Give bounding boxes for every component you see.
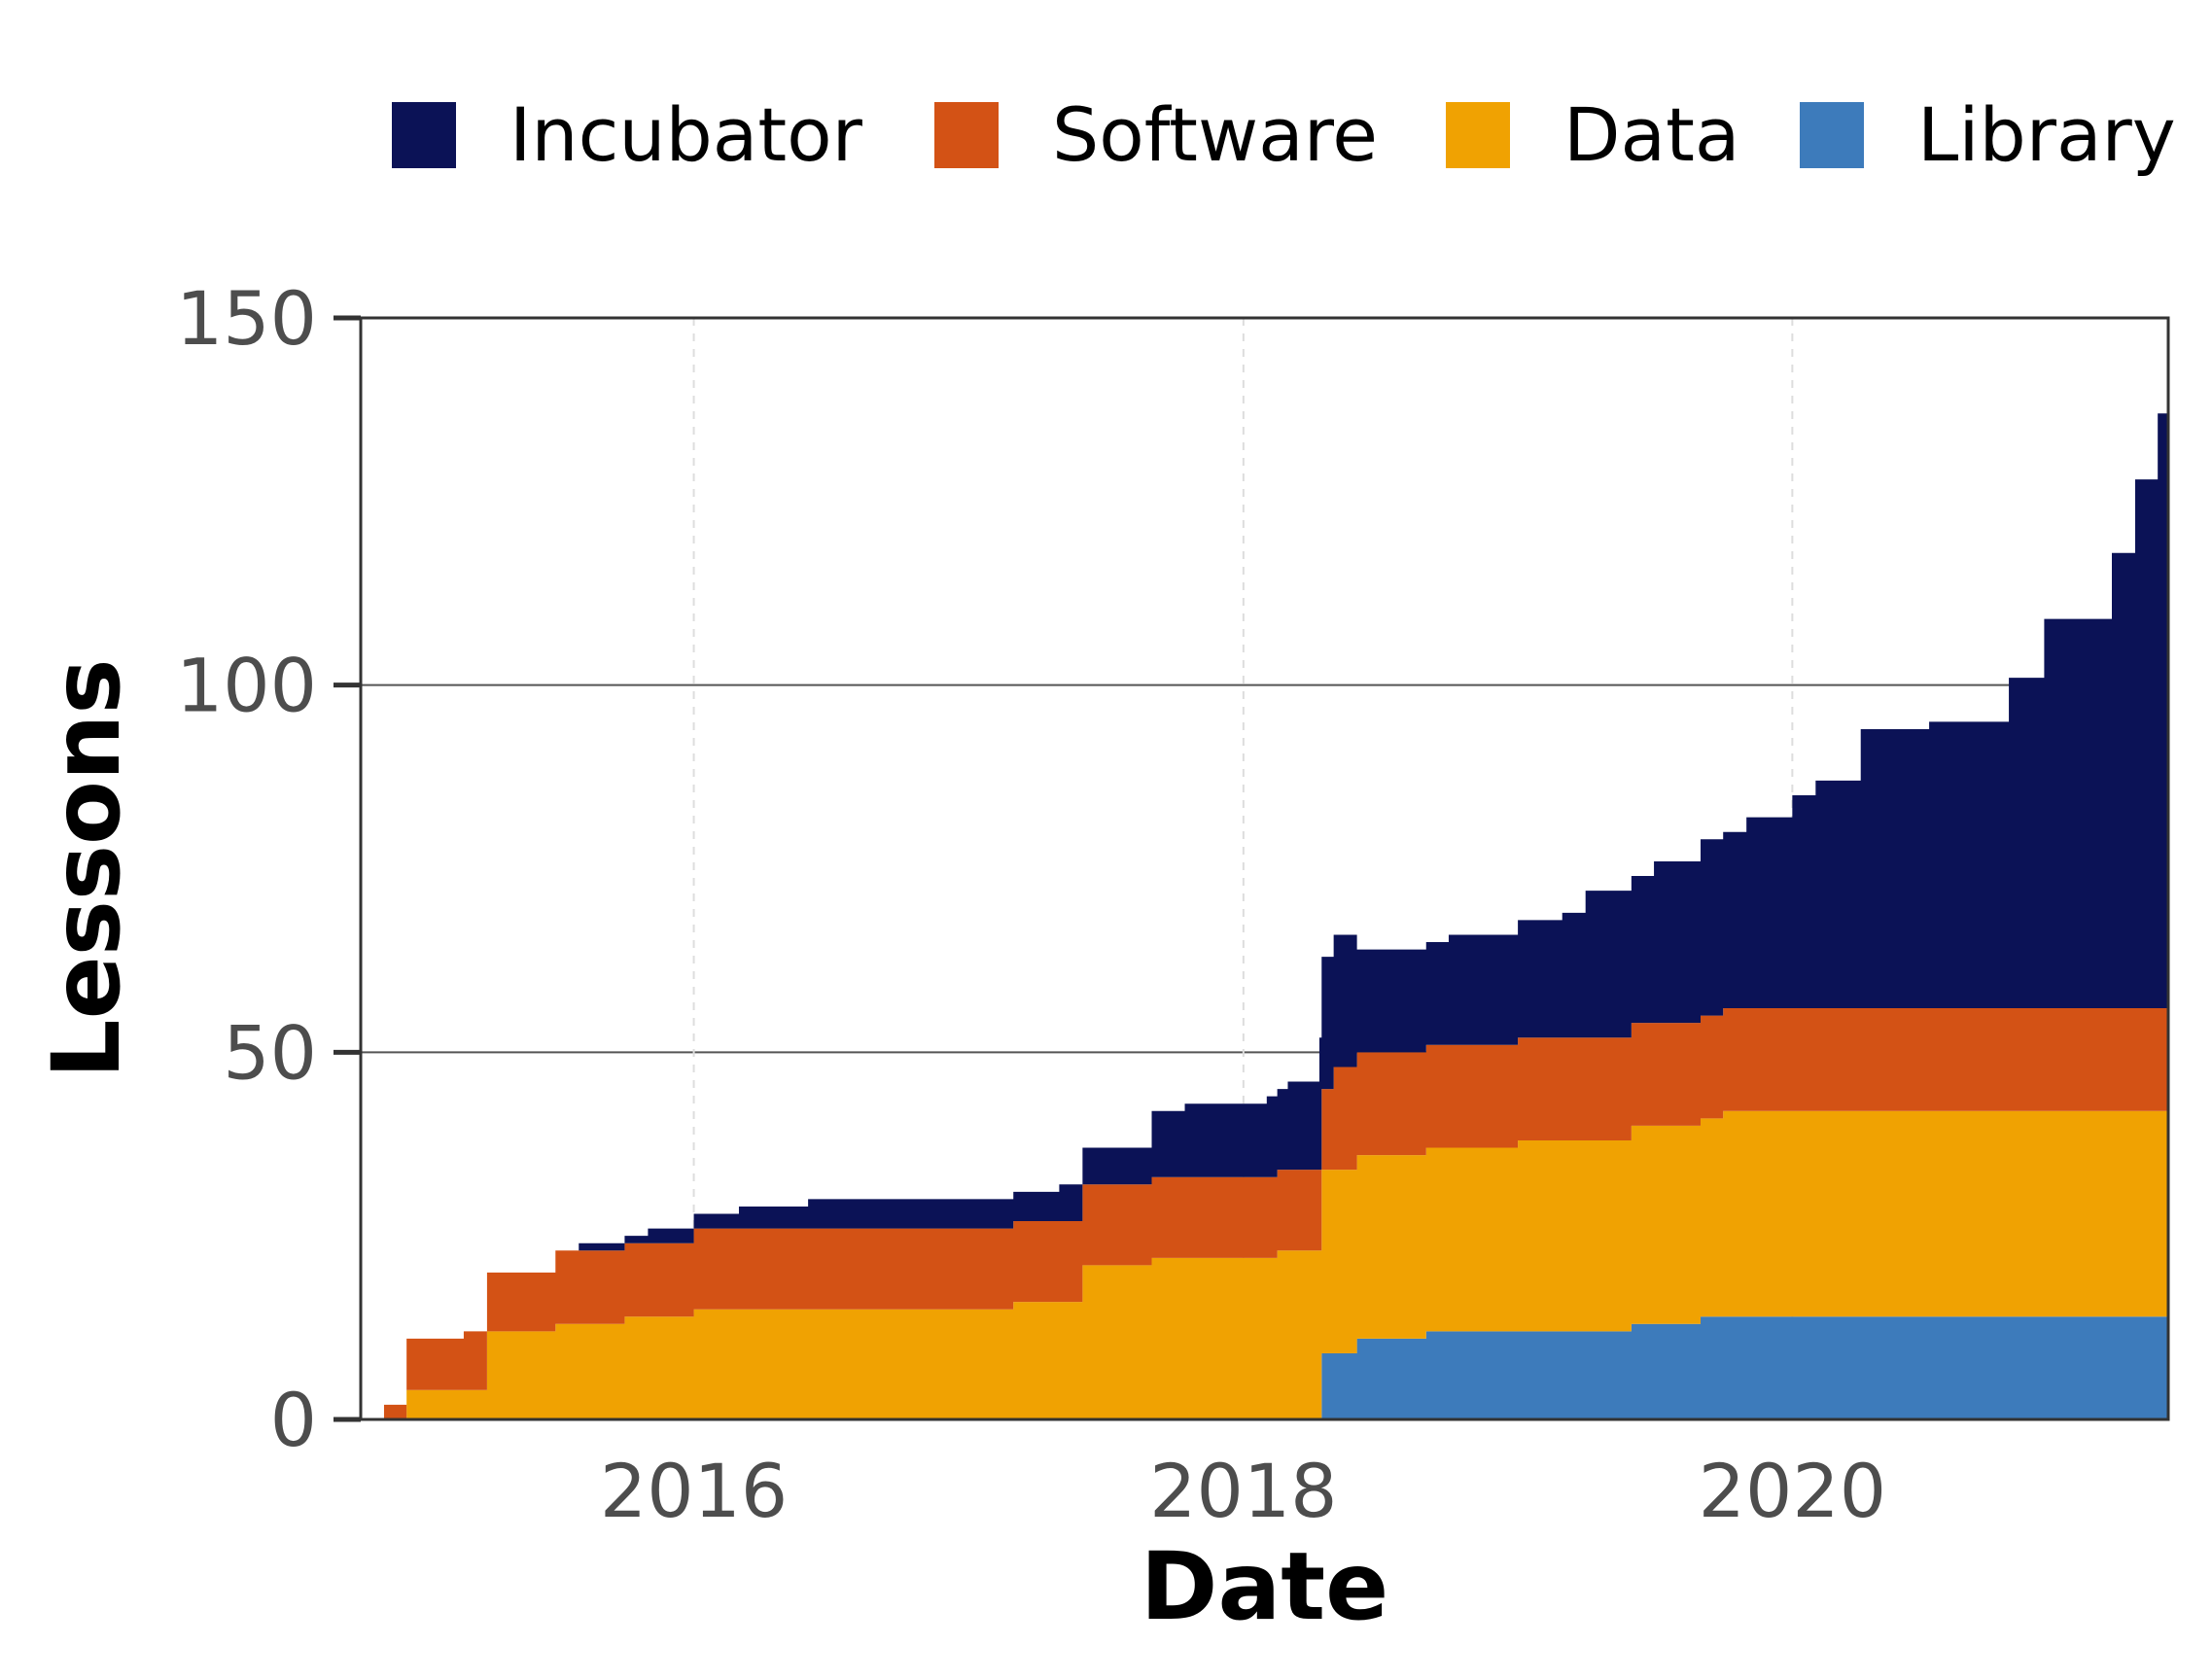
y-axis-title: Lessons bbox=[32, 659, 141, 1079]
area-incubator bbox=[361, 413, 2168, 1419]
legend-swatch-incubator bbox=[392, 102, 456, 168]
y-tick-label: 100 bbox=[176, 643, 317, 729]
y-tick-label: 150 bbox=[176, 275, 317, 362]
legend-label-library: Library bbox=[1917, 91, 2176, 178]
x-axis: 2016 2018 2020 bbox=[600, 1448, 1886, 1534]
legend-swatch-data bbox=[1446, 102, 1510, 168]
legend-label-software: Software bbox=[1052, 91, 1378, 178]
legend-label-data: Data bbox=[1563, 91, 1739, 178]
plot-border bbox=[359, 316, 2170, 1421]
y-tick-label: 0 bbox=[270, 1377, 317, 1463]
x-axis-title: Date bbox=[1141, 1532, 1388, 1641]
x-tick-label: 2018 bbox=[1149, 1448, 1337, 1534]
x-tick-label: 2020 bbox=[1699, 1448, 1886, 1534]
legend-swatch-software bbox=[934, 102, 999, 168]
legend: Incubator Software Data Library bbox=[392, 91, 2176, 178]
area-software bbox=[361, 1008, 2168, 1419]
area-data bbox=[361, 1110, 2168, 1419]
area-series-group bbox=[361, 413, 2168, 1419]
y-axis: 0 50 100 150 bbox=[176, 275, 361, 1463]
legend-label-incubator: Incubator bbox=[509, 91, 863, 178]
legend-swatch-library bbox=[1800, 102, 1864, 168]
x-tick-label: 2016 bbox=[600, 1448, 788, 1534]
y-tick-label: 50 bbox=[223, 1009, 317, 1096]
area-library bbox=[361, 1316, 2168, 1419]
